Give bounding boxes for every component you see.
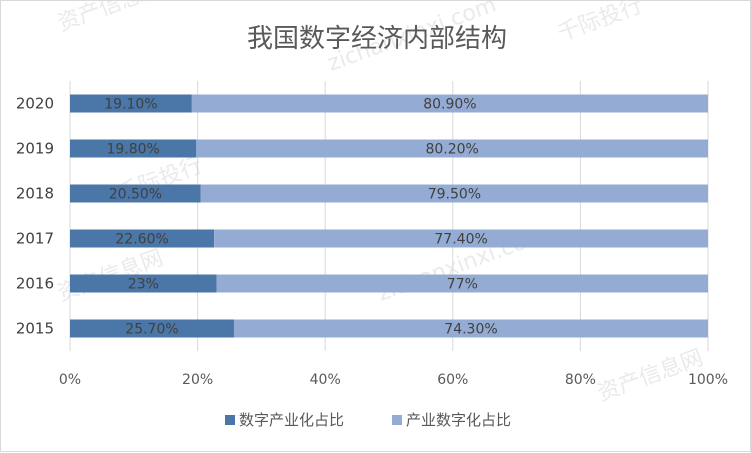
x-tick-label: 60%: [437, 372, 468, 388]
y-tick-label: 2017: [16, 230, 54, 248]
y-axis-ticks: 2020 2019 2018 2017 2016 2015: [16, 95, 54, 338]
bar-digital-industrialization: [70, 94, 192, 113]
legend-label: 产业数字化占比: [406, 411, 511, 429]
x-tick-label: 0%: [59, 372, 81, 388]
watermark-text: 资产信息网: [55, 1, 167, 37]
legend-label: 数字产业化占比: [239, 411, 344, 429]
bar-digital-industrialization: [70, 319, 234, 338]
data-label: 19.80%: [106, 142, 159, 158]
x-tick-label: 40%: [310, 372, 341, 388]
y-tick-label: 2015: [16, 320, 54, 338]
bar-digital-industrialization: [70, 139, 197, 158]
bar-industrial-digitalization: [214, 229, 709, 248]
data-label: 77%: [447, 277, 478, 293]
bar-industrial-digitalization: [200, 184, 709, 203]
data-label: 77.40%: [434, 232, 487, 248]
y-tick-label: 2019: [16, 140, 54, 158]
x-axis-ticks: 0% 20% 40% 60% 80% 100%: [59, 372, 728, 388]
watermark-text: 千际投行: [555, 1, 646, 47]
x-tick-label: 100%: [688, 372, 728, 388]
bar-digital-industrialization: [70, 184, 201, 203]
bar-industrial-digitalization: [216, 274, 709, 293]
legend: 数字产业化占比 产业数字化占比: [225, 411, 511, 429]
data-label: 74.30%: [444, 322, 497, 338]
bar-digital-industrialization: [70, 274, 217, 293]
bars-group: 19.10% 80.90% 19.80% 80.20% 20.50% 79.50% 22.6…: [70, 94, 709, 338]
data-label: 20.50%: [109, 187, 162, 203]
x-tick-label: 80%: [565, 372, 596, 388]
bar-industrial-digitalization: [191, 94, 708, 113]
y-tick-label: 2016: [16, 275, 54, 293]
y-tick-label: 2018: [16, 185, 54, 203]
chart-title: 我国数字经济内部结构: [247, 24, 507, 54]
legend-swatch: [225, 415, 235, 425]
data-label: 25.70%: [125, 322, 178, 338]
watermark-layer: 资产信息网zichanxinxi.com千际投行资产信息网zichanxinxi…: [55, 1, 707, 407]
gridlines: [69, 81, 709, 351]
data-label: 80.90%: [423, 97, 476, 113]
bar-industrial-digitalization: [233, 319, 708, 338]
bar-industrial-digitalization: [196, 139, 708, 158]
bar-digital-industrialization: [70, 229, 215, 248]
y-tick-label: 2020: [16, 95, 54, 113]
data-label: 23%: [128, 277, 159, 293]
legend-swatch: [392, 415, 402, 425]
x-tick-label: 20%: [182, 372, 213, 388]
data-label: 80.20%: [425, 142, 478, 158]
data-label: 79.50%: [428, 187, 481, 203]
data-label: 22.60%: [115, 232, 168, 248]
data-label: 19.10%: [104, 97, 157, 113]
